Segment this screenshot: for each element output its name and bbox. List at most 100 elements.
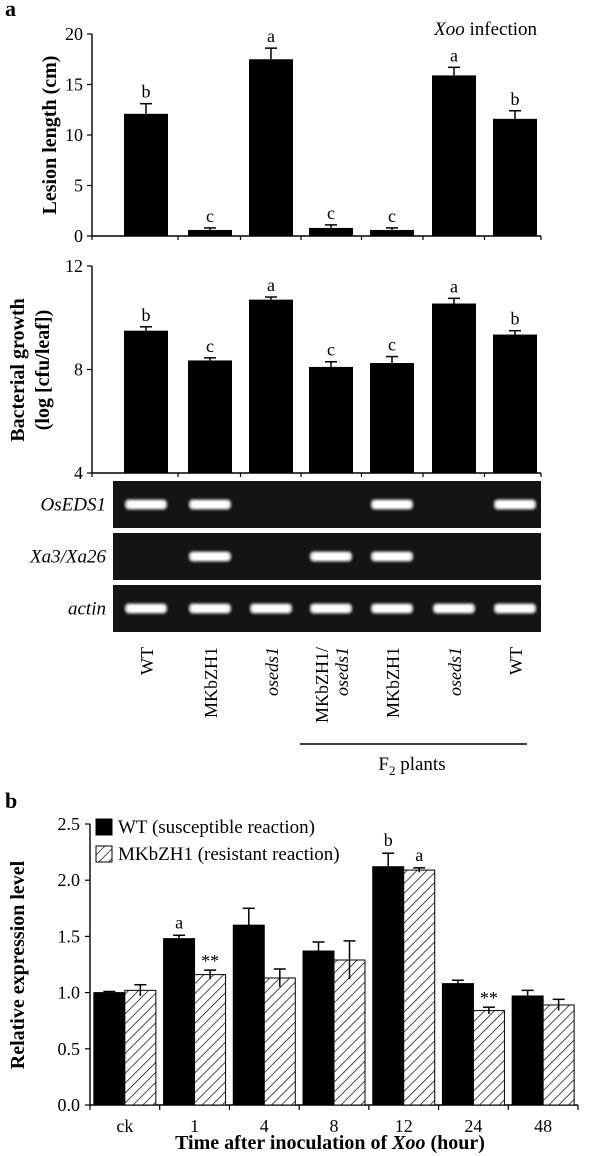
infection-annotation: Xoo infection <box>433 19 537 40</box>
bacterial-bar <box>249 299 293 473</box>
expression-significance-label: ** <box>480 988 498 1008</box>
lesion-bar <box>432 75 476 236</box>
bacterial-ytick-label: 8 <box>74 360 83 380</box>
expression-ytick-label: 0.0 <box>58 1095 81 1115</box>
bacterial-significance-letter: c <box>388 335 396 355</box>
gel-band-core <box>253 605 289 612</box>
mkbzh1-bar <box>472 1010 505 1106</box>
lesion-ytick-label: 15 <box>65 75 83 95</box>
lesion-ytick-label: 5 <box>74 176 83 196</box>
lane-label: MKbZH1 <box>383 647 403 718</box>
bacterial-significance-letter: a <box>267 275 275 295</box>
expression-category-label: 8 <box>330 1116 339 1136</box>
bacterial-significance-letter: c <box>206 336 214 356</box>
bacterial-ylabel: Bacterial growth (log [cfu/leaf]) <box>7 298 54 442</box>
expression-ytick-label: 0.5 <box>58 1039 81 1059</box>
bacterial-bar <box>188 360 232 473</box>
expression-category-label: 12 <box>395 1116 413 1136</box>
lesion-bar <box>370 229 414 236</box>
gel-band-core <box>436 605 472 612</box>
legend-swatch <box>95 818 113 836</box>
lane-label: MKbZH1/ <box>312 647 332 723</box>
wt-bar <box>441 983 474 1106</box>
gel-band-core <box>192 501 228 508</box>
expression-category-label: 1 <box>190 1116 199 1136</box>
bacterial-bar <box>432 303 476 473</box>
expression-ylabel: Relative expression level <box>7 860 29 1069</box>
expression-significance-label: a <box>175 912 183 932</box>
gel-band-core <box>497 605 533 612</box>
gel-band-core <box>313 553 349 560</box>
bacterial-ytick-label: 12 <box>65 256 83 276</box>
legend-swatch <box>95 845 113 863</box>
expression-ytick-label: 2.0 <box>58 870 81 890</box>
expression-category-label: 24 <box>464 1116 482 1136</box>
mkbzh1-bar <box>263 977 296 1106</box>
legend-label: MKbZH1 (resistant reaction) <box>118 844 340 865</box>
gel-band-core <box>313 605 349 612</box>
bacterial-significance-letter: b <box>142 305 151 325</box>
expression-xlabel: Time after inoculation of Xoo (hour) <box>175 1132 485 1154</box>
lesion-significance-letter: a <box>450 45 458 65</box>
expression-ytick-label: 1.5 <box>58 926 81 946</box>
expression-category-label: ck <box>116 1116 133 1136</box>
wt-bar <box>372 866 405 1106</box>
panel-label-a: a <box>5 0 16 21</box>
lesion-ytick-label: 0 <box>74 226 83 246</box>
panel-b: 0.00.51.01.52.02.5ck 1a**4 8 12ba24**48Rela… <box>7 814 579 1154</box>
bacterial-significance-letter: a <box>450 276 458 296</box>
wt-bar <box>232 924 265 1106</box>
bacterial-significance-letter: b <box>511 309 520 329</box>
lesion-significance-letter: b <box>142 82 151 102</box>
wt-bar <box>302 950 335 1106</box>
lesion-bar <box>249 59 293 236</box>
gel-band-core <box>374 553 410 560</box>
gel-band-core <box>374 501 410 508</box>
mkbzh1-bar <box>333 959 366 1106</box>
lesion-bar <box>493 118 537 236</box>
gel-band-core <box>192 605 228 612</box>
lane-label: WT <box>506 647 526 675</box>
bacterial-bar <box>124 330 168 473</box>
lesion-significance-letter: c <box>388 206 396 226</box>
panel-a: 0 5 10 15 20 b c a c c a b Lesion length (cm) Xoo inf… <box>7 19 542 778</box>
gene-label: Xa3/Xa26 <box>29 547 106 568</box>
lesion-significance-letter: c <box>327 203 335 223</box>
gel-band-core <box>374 605 410 612</box>
lane-label: MKbZH1 <box>201 647 221 718</box>
expression-category-label: 4 <box>260 1116 269 1136</box>
lesion-significance-letter: c <box>206 206 214 226</box>
expression-significance-label: b <box>384 830 393 850</box>
wt-bar <box>511 995 544 1106</box>
gel-band-core <box>192 553 228 560</box>
legend-label: WT (susceptible reaction) <box>118 817 315 838</box>
bacterial-bar <box>493 334 537 473</box>
bacterial-significance-letter: c <box>327 340 335 360</box>
lane-label: WT <box>137 647 157 675</box>
lesion-ytick-label: 20 <box>65 24 83 44</box>
lane-label: oseds1 <box>445 647 465 696</box>
expression-ytick-label: 2.5 <box>58 814 81 834</box>
gel-row-1 <box>113 481 541 528</box>
bacterial-bar <box>309 366 353 473</box>
mkbzh1-bar <box>194 974 227 1106</box>
lesion-bar <box>309 227 353 236</box>
lesion-ylabel: Lesion length (cm) <box>39 56 61 215</box>
mkbzh1-bar <box>542 1004 575 1106</box>
expression-significance-label: a <box>415 845 423 865</box>
f2-plants-label: F2 plants <box>378 754 445 778</box>
mkbzh1-bar <box>403 869 436 1106</box>
lane-label-line2: oseds1 <box>332 647 352 696</box>
lesion-ytick-label: 10 <box>65 125 83 145</box>
expression-significance-label: ** <box>201 951 219 971</box>
gel-band-core <box>128 501 164 508</box>
gene-label: OsEDS1 <box>41 495 106 516</box>
bacterial-ytick-label: 4 <box>74 463 83 483</box>
bacterial-bar <box>370 363 414 473</box>
mkbzh1-bar <box>124 989 157 1106</box>
wt-bar <box>93 992 126 1106</box>
expression-ytick-label: 1.0 <box>58 983 81 1003</box>
gene-label: actin <box>68 599 106 620</box>
lesion-bar <box>124 113 168 236</box>
